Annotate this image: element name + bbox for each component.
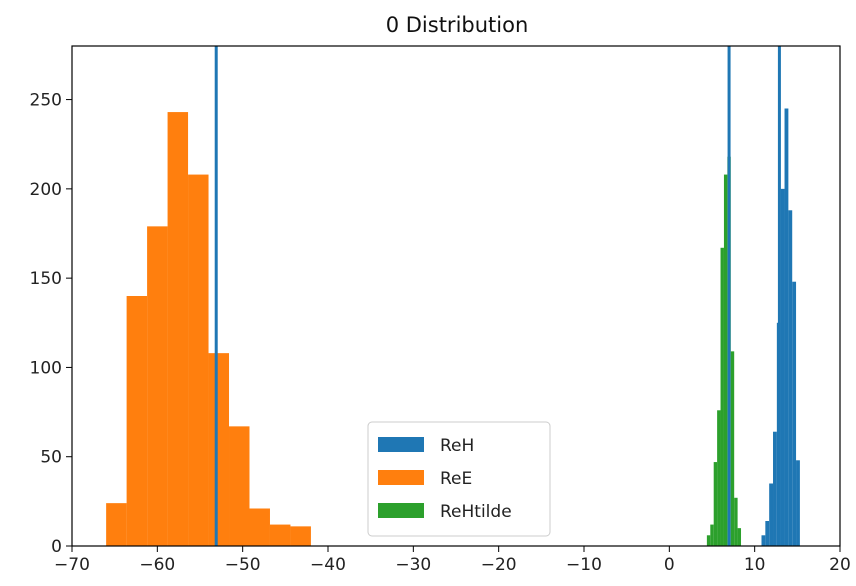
legend-swatch <box>378 437 424 452</box>
histogram-bar <box>126 296 148 546</box>
legend-label: ReE <box>440 469 472 489</box>
axes-frame <box>71 45 841 547</box>
y-tick-label: 50 <box>40 448 62 468</box>
x-tick-label: −50 <box>225 555 261 575</box>
histogram-bar <box>792 281 797 546</box>
x-tick-label: −10 <box>566 555 602 575</box>
series-ReHtilde <box>706 156 742 547</box>
legend-swatch <box>378 503 424 518</box>
histogram-bar <box>784 108 789 546</box>
series-ReE <box>106 112 311 547</box>
legend-label: ReH <box>440 436 474 456</box>
histogram-bar <box>249 508 270 546</box>
histogram-bar <box>734 497 738 546</box>
x-tick-label: −60 <box>139 555 175 575</box>
histogram-bar <box>737 528 742 546</box>
histogram-bar <box>788 210 793 547</box>
histogram-bar <box>720 247 724 547</box>
y-tick-label: 200 <box>30 180 62 200</box>
plot-area <box>106 46 800 547</box>
histogram-bar <box>717 410 721 546</box>
x-tick-label: −70 <box>54 555 90 575</box>
histogram-bar <box>229 426 250 546</box>
y-tick-label: 150 <box>30 269 62 289</box>
x-tick-label: −40 <box>310 555 346 575</box>
histogram-bar <box>188 174 209 547</box>
x-axis: −70 −60 −50 −40 −30 −20 −10 0 10 20 <box>54 546 851 575</box>
histogram-bar <box>773 431 777 546</box>
y-axis: 0 50 100 150 200 250 <box>30 91 72 557</box>
x-tick-label: −20 <box>481 555 517 575</box>
legend-swatch <box>378 470 424 485</box>
histogram-bar <box>710 524 714 546</box>
legend: ReH ReE ReHtilde <box>367 421 551 537</box>
histogram-bar <box>290 526 311 546</box>
histogram-bar <box>796 460 800 546</box>
histogram-bar <box>769 483 774 546</box>
chart-title: 0 Distribution <box>386 13 529 37</box>
histogram-bar <box>761 535 766 546</box>
y-tick-label: 0 <box>51 537 62 557</box>
histogram-bar <box>167 112 189 547</box>
legend-label: ReHtilde <box>440 502 512 522</box>
y-tick-label: 100 <box>30 358 62 378</box>
histogram-bar <box>269 524 291 546</box>
histogram-bar <box>106 503 127 546</box>
histogram-bar <box>780 188 785 546</box>
x-tick-label: −30 <box>395 555 431 575</box>
histogram-bar <box>713 462 718 546</box>
histogram-bar <box>208 353 230 546</box>
x-tick-label: 20 <box>829 555 851 575</box>
x-tick-label: 0 <box>664 555 675 575</box>
histogram-bar <box>706 535 711 546</box>
histogram-bar <box>723 174 728 547</box>
histogram-bar <box>730 351 735 546</box>
histogram-bar <box>765 521 770 546</box>
histogram-bar <box>147 226 168 546</box>
y-tick-label: 250 <box>30 91 62 111</box>
x-tick-label: 10 <box>744 555 766 575</box>
